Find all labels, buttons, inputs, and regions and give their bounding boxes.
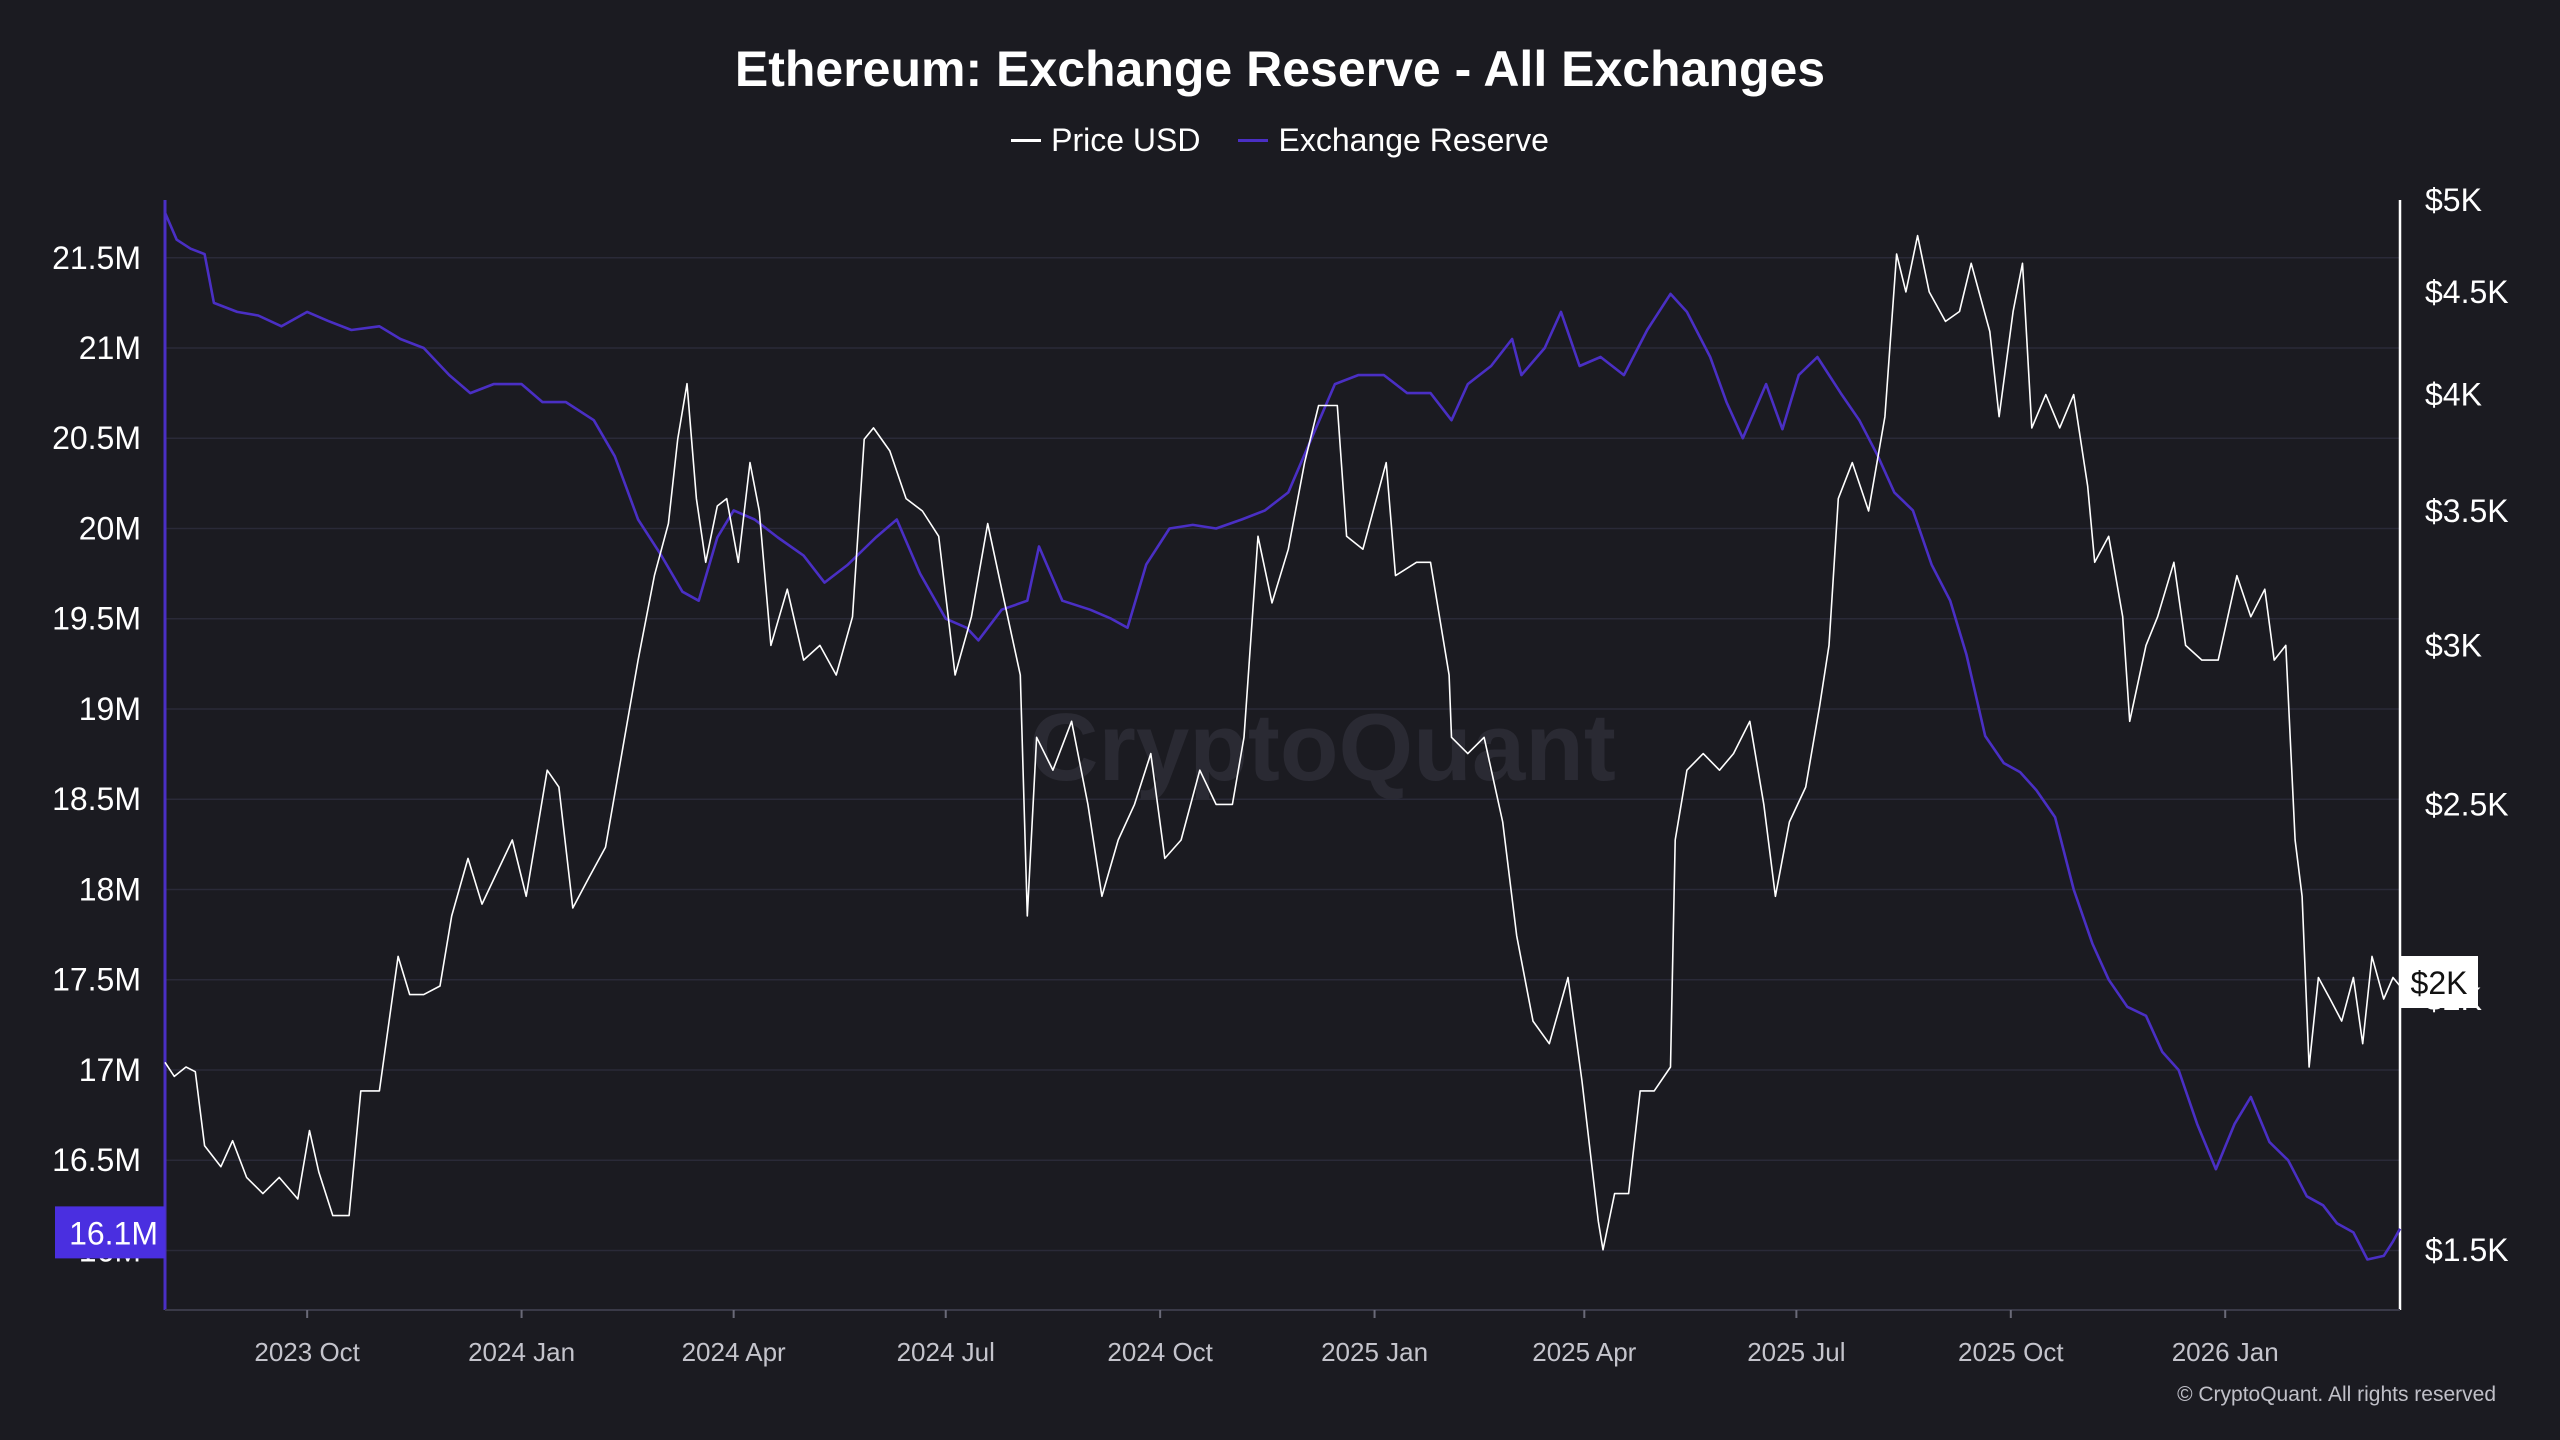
y-right-tick-label: $1.5K xyxy=(2425,1232,2509,1268)
x-tick-label: 2025 Oct xyxy=(1958,1337,2064,1367)
legend-item-reserve[interactable]: Exchange Reserve xyxy=(1238,122,1549,159)
current-reserve-badge xyxy=(55,1206,165,1259)
current-price-label: $2K xyxy=(2411,965,2468,1001)
legend-swatch-reserve xyxy=(1238,139,1269,142)
x-tick-label: 2025 Jul xyxy=(1747,1337,1845,1367)
x-tick-label: 2025 Apr xyxy=(1532,1337,1636,1367)
y-left-tick-label: 20.5M xyxy=(52,420,141,456)
series-line-price-usd[interactable] xyxy=(164,234,2401,1251)
legend-swatch-price xyxy=(1011,139,1042,142)
x-tick-label: 2024 Oct xyxy=(1107,1337,1213,1367)
x-tick-label: 2024 Jul xyxy=(897,1337,995,1367)
series-line-exchange-reserve[interactable] xyxy=(163,212,2402,1261)
y-right-tick-label: $4.5K xyxy=(2425,274,2509,310)
y-left-tick-label: 21.5M xyxy=(52,240,141,276)
copyright-notice: © CryptoQuant. All rights reserved xyxy=(2177,1383,2496,1406)
y-left-tick-label: 20M xyxy=(79,510,141,546)
y-left-tick-label: 21M xyxy=(79,330,141,366)
y-right-tick-label: $5K xyxy=(2425,182,2482,218)
legend-label-price: Price USD xyxy=(1051,122,1201,158)
legend-item-price[interactable]: Price USD xyxy=(1011,122,1200,159)
legend-label-reserve: Exchange Reserve xyxy=(1278,122,1549,158)
y-right-tick-label: $4K xyxy=(2425,377,2482,413)
current-reserve-label: 16.1M xyxy=(69,1215,158,1251)
x-tick-label: 2024 Apr xyxy=(682,1337,786,1367)
y-left-tick-label: 16.5M xyxy=(52,1142,141,1178)
x-tick-label: 2024 Jan xyxy=(468,1337,575,1367)
y-left-tick-label: 17.5M xyxy=(52,962,141,998)
y-left-tick-label: 19M xyxy=(79,691,141,727)
chart-title: Ethereum: Exchange Reserve - All Exchang… xyxy=(734,41,1826,97)
watermark-text: CryptoQuant xyxy=(1029,694,1616,801)
y-right-tick-label: $3K xyxy=(2425,627,2482,663)
x-tick-label: 2025 Jan xyxy=(1321,1337,1428,1367)
x-tick-label: 2023 Oct xyxy=(254,1337,360,1367)
x-tick-label: 2026 Jan xyxy=(2172,1337,2279,1367)
y-right-tick-label: $3.5K xyxy=(2425,493,2509,529)
y-left-tick-label: 19.5M xyxy=(52,601,141,637)
legend: Price USD Exchange Reserve xyxy=(0,122,2560,159)
y-left-tick-label: 18M xyxy=(79,871,141,907)
y-left-tick-label: 18.5M xyxy=(52,781,141,817)
y-right-tick-label: $2.5K xyxy=(2425,786,2509,822)
current-price-badge xyxy=(2400,956,2478,1009)
y-left-tick-label: 17M xyxy=(79,1052,141,1088)
